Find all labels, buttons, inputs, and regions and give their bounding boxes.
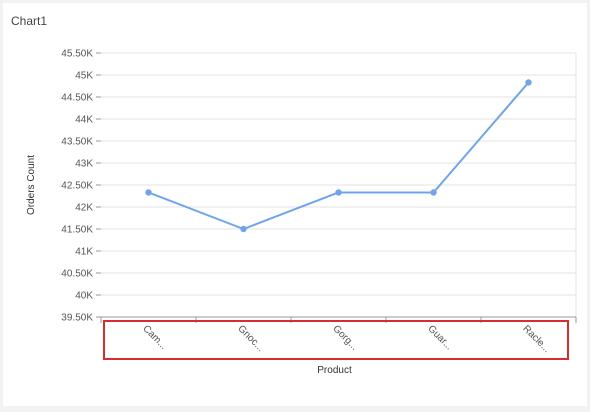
y-tick-label: 44K xyxy=(75,115,93,126)
y-tick-label: 42.50K xyxy=(61,181,93,192)
y-tick-label: 44.50K xyxy=(61,93,93,104)
y-tick-label: 45.50K xyxy=(61,49,93,60)
grid-lines xyxy=(101,52,577,318)
x-tick-label: Gnoc... xyxy=(235,323,266,354)
y-tick-label: 45K xyxy=(75,71,93,82)
y-axis-title: Orders Count xyxy=(26,155,37,215)
y-tick-label: 40K xyxy=(75,291,93,302)
y-tick-label: 41K xyxy=(75,247,93,258)
y-tick-label: 41.50K xyxy=(61,225,93,236)
x-axis: Cam... Gnoc... Gorg... Guar... Racle... xyxy=(100,316,577,355)
series-layer xyxy=(145,79,532,233)
y-tick-label: 39.50K xyxy=(61,313,93,324)
data-point xyxy=(525,79,532,86)
chart-card: Chart1 45.50K 45K 44.50K 44K 43.50K 43K 42.50K… xyxy=(3,3,587,406)
data-point xyxy=(145,189,152,196)
data-point xyxy=(430,189,437,196)
y-tick-label: 43.50K xyxy=(61,137,93,148)
x-tick-label: Guar... xyxy=(425,323,454,352)
x-axis-selection-highlight[interactable] xyxy=(103,320,569,360)
data-point xyxy=(335,189,342,196)
y-tick-label: 43K xyxy=(75,159,93,170)
x-tick-label: Gorg... xyxy=(330,323,359,352)
line-chart: 45.50K 45K 44.50K 44K 43.50K 43K 42.50K 42K 41.5… xyxy=(26,49,577,376)
x-tick-label: Racle... xyxy=(520,323,552,355)
chart-title: Chart1 xyxy=(11,14,48,28)
x-tick-label: Cam... xyxy=(140,323,169,352)
y-tick-label: 40.50K xyxy=(61,269,93,280)
y-axis-ticks: 45.50K 45K 44.50K 44K 43.50K 43K 42.50K 42K 41.5… xyxy=(61,49,101,324)
y-tick-label: 42K xyxy=(75,203,93,214)
data-point xyxy=(240,225,247,233)
x-axis-title: Product xyxy=(317,365,352,376)
